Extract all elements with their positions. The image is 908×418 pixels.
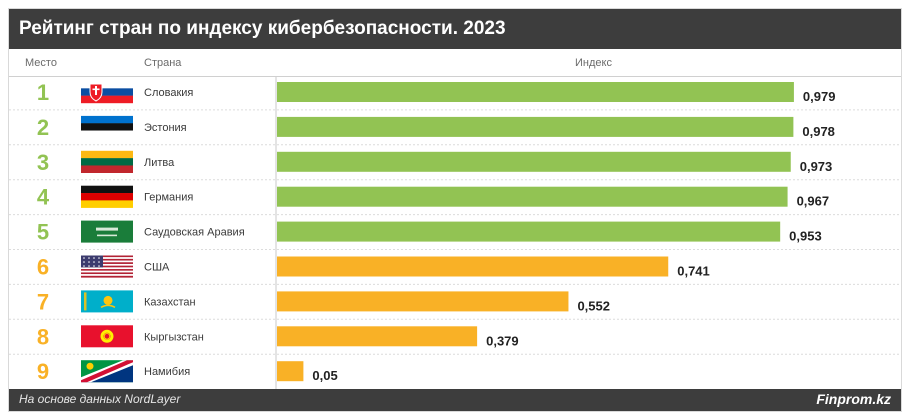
lithuania-flag <box>81 150 133 173</box>
value-label: 0,379 <box>486 333 519 348</box>
bar <box>277 326 478 347</box>
country-label: Словакия <box>144 87 193 99</box>
bar-chart: 1 Словакия 0,979 2 Эстония 0,978 3 Литва 0,973 4 Г… <box>9 77 901 391</box>
value-label: 0,967 <box>797 194 830 209</box>
brand-logo: Finprom.kz <box>816 391 891 407</box>
country-label: Германия <box>144 192 193 204</box>
bar <box>277 82 794 102</box>
country-label: Эстония <box>144 122 187 134</box>
rank-label: 3 <box>37 150 49 175</box>
value-label: 0,552 <box>577 298 610 313</box>
rank-label: 9 <box>37 359 49 384</box>
chart-frame: Рейтинг стран по индексу кибербезопаснос… <box>8 8 902 412</box>
saudi-arabia-flag <box>81 220 133 243</box>
kyrgyzstan-flag <box>81 325 133 348</box>
chart-title: Рейтинг стран по индексу кибербезопаснос… <box>9 9 901 49</box>
rank-label: 1 <box>37 80 49 105</box>
country-label: США <box>144 262 170 274</box>
bar <box>277 291 569 312</box>
value-label: 0,953 <box>789 229 822 244</box>
namibia-flag <box>81 360 133 383</box>
value-label: 0,978 <box>802 124 835 139</box>
country-label: Литва <box>144 157 175 169</box>
column-header-index: Индекс <box>575 57 612 69</box>
rank-label: 6 <box>37 255 49 280</box>
value-label: 0,05 <box>312 368 337 383</box>
country-label: Намибия <box>144 366 190 378</box>
slovakia-flag <box>81 81 133 104</box>
bar <box>277 221 781 242</box>
rank-label: 7 <box>37 289 49 314</box>
rank-label: 4 <box>37 185 50 210</box>
rank-label: 2 <box>37 115 49 140</box>
column-header-rank: Место <box>25 57 57 69</box>
rank-label: 5 <box>37 220 49 245</box>
value-label: 0,741 <box>677 264 710 279</box>
germany-flag <box>81 185 133 208</box>
bar <box>277 186 788 207</box>
estonia-flag <box>81 115 133 139</box>
usa-flag <box>81 255 133 278</box>
column-header-country: Страна <box>144 57 182 69</box>
bar <box>277 361 304 382</box>
rank-label: 8 <box>37 324 49 349</box>
country-label: Кыргызстан <box>144 331 204 343</box>
footer-source: На основе данных NordLayer <box>19 392 181 406</box>
bar <box>277 151 791 172</box>
value-label: 0,979 <box>803 89 836 104</box>
country-label: Казахстан <box>144 296 196 308</box>
footer: На основе данных NordLayer Finprom.kz <box>9 389 901 411</box>
kazakhstan-flag <box>81 290 133 313</box>
value-label: 0,973 <box>800 159 833 174</box>
country-label: Саудовская Аравия <box>144 227 245 239</box>
bar <box>277 116 794 137</box>
header-divider <box>9 76 901 77</box>
bar <box>277 256 669 277</box>
